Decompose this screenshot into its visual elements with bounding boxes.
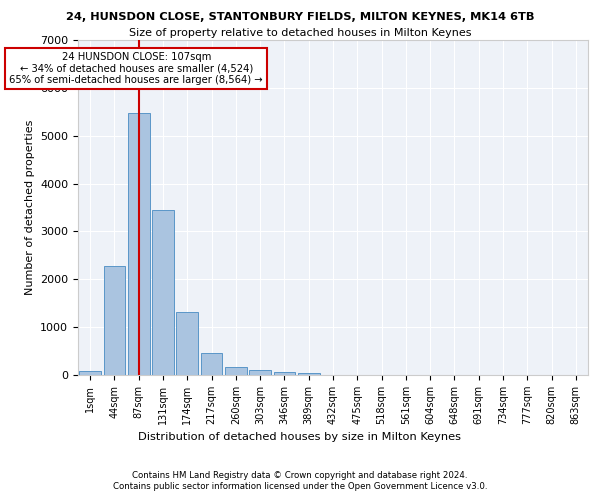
Text: Contains HM Land Registry data © Crown copyright and database right 2024.: Contains HM Land Registry data © Crown c… — [132, 471, 468, 480]
Bar — [249, 370, 271, 375]
Bar — [274, 372, 295, 375]
Text: Contains public sector information licensed under the Open Government Licence v3: Contains public sector information licen… — [113, 482, 487, 491]
Bar — [104, 266, 125, 375]
Bar — [176, 312, 198, 375]
Bar — [128, 112, 149, 375]
Text: Size of property relative to detached houses in Milton Keynes: Size of property relative to detached ho… — [129, 28, 471, 38]
Text: Distribution of detached houses by size in Milton Keynes: Distribution of detached houses by size … — [139, 432, 461, 442]
Y-axis label: Number of detached properties: Number of detached properties — [25, 120, 35, 295]
Bar — [298, 373, 320, 375]
Text: 24, HUNSDON CLOSE, STANTONBURY FIELDS, MILTON KEYNES, MK14 6TB: 24, HUNSDON CLOSE, STANTONBURY FIELDS, M… — [66, 12, 534, 22]
Text: 24 HUNSDON CLOSE: 107sqm
← 34% of detached houses are smaller (4,524)
65% of sem: 24 HUNSDON CLOSE: 107sqm ← 34% of detach… — [10, 52, 263, 85]
Bar — [152, 210, 174, 375]
Bar — [225, 368, 247, 375]
Bar — [79, 372, 101, 375]
Bar — [200, 352, 223, 375]
